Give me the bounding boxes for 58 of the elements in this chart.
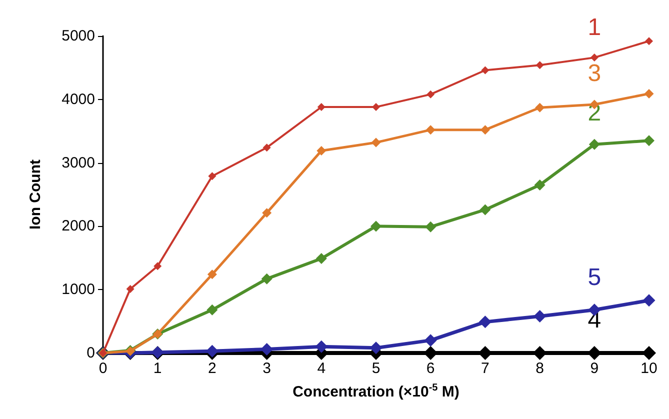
x-tick-label: 8 [536, 360, 544, 377]
y-tick-label: 1000 [62, 281, 95, 298]
point [207, 270, 217, 280]
point [590, 54, 598, 62]
point [372, 103, 380, 112]
x-tick-label: 4 [317, 360, 326, 377]
point [534, 179, 546, 190]
point [645, 37, 653, 46]
point [426, 125, 436, 135]
point [317, 103, 326, 112]
point [206, 304, 218, 316]
point [536, 61, 544, 70]
x-tick-label: 5 [372, 360, 380, 377]
y-tick-label: 5000 [62, 28, 95, 44]
point [478, 316, 492, 328]
point [316, 253, 327, 264]
point [644, 135, 654, 146]
point [260, 342, 274, 356]
point [642, 294, 656, 307]
x-tick-label: 2 [208, 360, 216, 377]
point [534, 310, 546, 322]
x-tick-label: 3 [262, 360, 271, 377]
point [644, 88, 654, 98]
y-tick-label: 0 [86, 344, 95, 362]
point [532, 346, 547, 360]
point [261, 273, 272, 284]
point [262, 144, 271, 152]
x-tick-label: 7 [481, 360, 490, 377]
point [424, 334, 437, 347]
series-label: 1 [588, 14, 602, 42]
point [535, 102, 545, 112]
y-axis-title: Ion Count [27, 160, 44, 230]
y-tick-label: 3000 [62, 154, 95, 172]
point [642, 346, 656, 360]
point [588, 138, 600, 150]
point [371, 138, 381, 148]
point [481, 66, 490, 74]
point [480, 204, 491, 216]
point [154, 262, 162, 270]
x-tick-label: 0 [98, 360, 108, 377]
point [208, 172, 216, 180]
point [370, 342, 382, 354]
series-label: 3 [588, 60, 602, 88]
point [480, 125, 490, 135]
y-tick-label: 2000 [62, 218, 95, 235]
point [262, 208, 272, 218]
point [478, 346, 492, 360]
x-tick-label: 6 [426, 360, 435, 377]
x-tick-label: 10 [640, 360, 658, 377]
x-tick-label: 9 [590, 360, 599, 377]
point [316, 146, 326, 156]
x-tick-label: 1 [153, 360, 162, 377]
point [426, 90, 435, 98]
y-tick-label: 4000 [62, 90, 95, 108]
point [425, 221, 436, 232]
series-label: 5 [588, 264, 602, 292]
point [126, 284, 134, 293]
point [370, 220, 382, 232]
